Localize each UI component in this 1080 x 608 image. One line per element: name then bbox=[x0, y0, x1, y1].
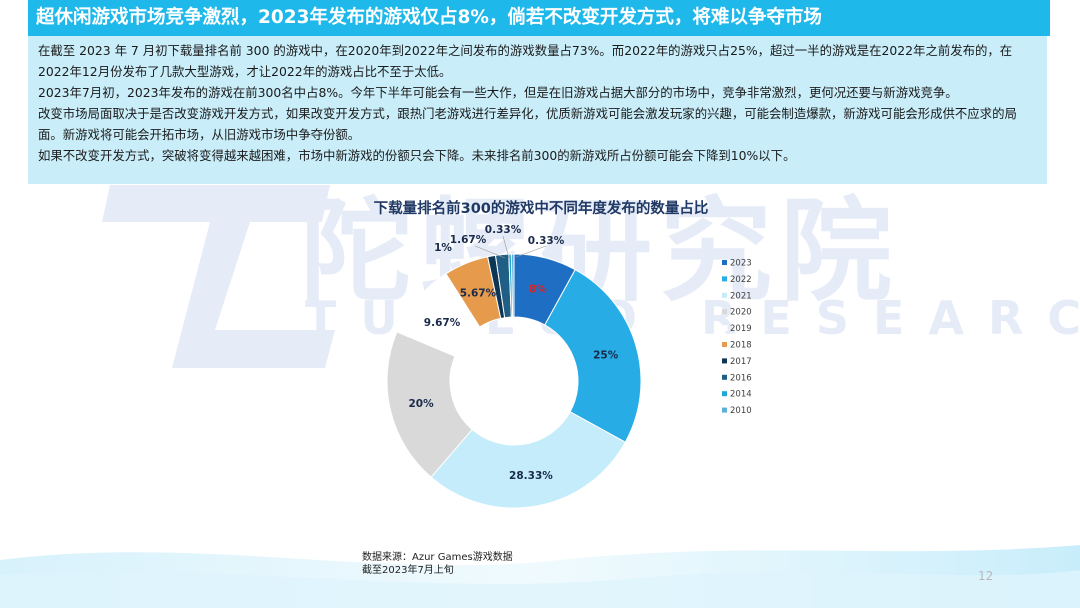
legend-swatch-2014 bbox=[722, 391, 727, 397]
page-number: 12 bbox=[978, 569, 994, 583]
data-label-2019: 9.67% bbox=[424, 317, 461, 329]
data-label-2016: 1.67% bbox=[450, 234, 487, 246]
chart-title: 下载量排名前300的游戏中不同年度发布的数量占比 bbox=[374, 199, 709, 217]
data-source: 数据来源：Azur Games游戏数据 截至2023年7月上旬 bbox=[362, 551, 513, 577]
data-label-2021: 28.33% bbox=[509, 470, 553, 482]
legend-swatch-2019 bbox=[721, 325, 728, 332]
summary-paragraph: 如果不改变开发方式，突破将变得越来越困难，市场中新游戏的份额只会下降。未来排名前… bbox=[38, 148, 796, 163]
legend-swatch-2016 bbox=[722, 374, 727, 380]
data-label-2023: 8% bbox=[529, 284, 547, 296]
legend-label-2019: 2019 bbox=[730, 324, 752, 334]
source-text: 数据来源：Azur Games游戏数据 bbox=[362, 552, 513, 563]
legend-swatch-2021 bbox=[722, 292, 727, 298]
chart-data-labels: 8%25%28.33%20%9.67%5.67%1%1.67%0.33%0.33… bbox=[408, 224, 618, 482]
leader-line bbox=[502, 235, 510, 259]
data-label-2020: 20% bbox=[408, 398, 434, 410]
legend-label-2017: 2017 bbox=[730, 357, 752, 367]
summary-panel: 在截至 2023 年 7 月初下载量排名前 300 的游戏中，在2020年到20… bbox=[28, 36, 1047, 184]
summary-paragraph: 改变市场局面取决于是否改变游戏开发方式，如果改变开发方式，跟热门老游戏进行差异化… bbox=[38, 106, 1017, 142]
legend-swatch-2022 bbox=[722, 276, 727, 282]
leader-line bbox=[515, 245, 547, 258]
data-label-2018: 5.67% bbox=[460, 288, 497, 300]
legend-swatch-2018 bbox=[722, 342, 727, 347]
legend-swatch-2023 bbox=[722, 260, 727, 265]
legend-swatch-2010 bbox=[722, 407, 727, 413]
data-label-2014: 0.33% bbox=[485, 224, 522, 236]
leader-line bbox=[474, 245, 506, 259]
legend-swatch-2017 bbox=[722, 358, 727, 364]
legend-label-2016: 2016 bbox=[730, 373, 752, 383]
slice-2022 bbox=[544, 269, 642, 443]
legend-label-2014: 2014 bbox=[730, 390, 752, 400]
slice-2010 bbox=[510, 253, 515, 318]
summary-paragraph: 在截至 2023 年 7 月初下载量排名前 300 的游戏中，在2020年到20… bbox=[38, 43, 1013, 79]
legend-label-2020: 2020 bbox=[730, 308, 752, 318]
summary-paragraph: 2023年7月初，2023年发布的游戏在前300名中占8%。今年下半年可能会有一… bbox=[38, 85, 958, 100]
legend-label-2022: 2022 bbox=[730, 275, 752, 285]
chart-legend: 2023 2022 2021 2020 2019 2018 2017 2016 2014 2010 bbox=[721, 259, 752, 416]
data-label-2010: 0.33% bbox=[528, 235, 565, 247]
data-label-2022: 25% bbox=[593, 349, 619, 361]
source-date: 截至2023年7月上旬 bbox=[362, 565, 454, 576]
legend-label-2021: 2021 bbox=[730, 291, 752, 301]
legend-label-2023: 2023 bbox=[730, 259, 752, 269]
legend-swatch-2020 bbox=[722, 309, 727, 315]
legend-label-2010: 2010 bbox=[730, 406, 752, 416]
slice-2021 bbox=[430, 411, 626, 509]
data-label-2017: 1% bbox=[434, 242, 452, 254]
legend-label-2018: 2018 bbox=[730, 341, 752, 351]
page-title: 超休闲游戏市场竞争激烈，2023年发布的游戏仅占8%，倘若不改变开发方式，将难以… bbox=[28, 0, 1050, 36]
chart-slices bbox=[386, 253, 642, 509]
